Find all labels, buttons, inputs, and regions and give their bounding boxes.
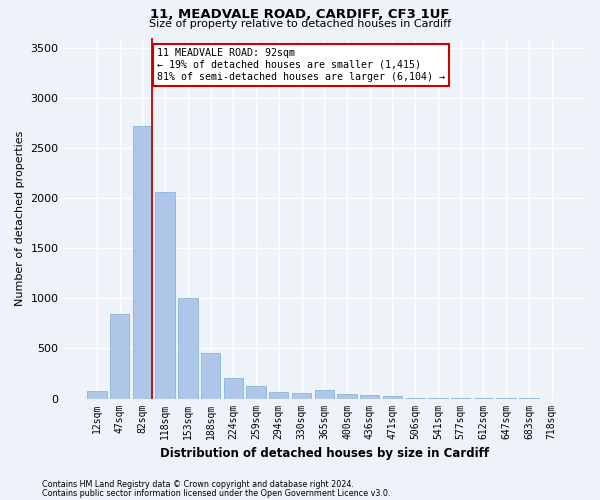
Text: 11, MEADVALE ROAD, CARDIFF, CF3 1UF: 11, MEADVALE ROAD, CARDIFF, CF3 1UF	[150, 8, 450, 20]
Bar	[178, 298, 197, 398]
Text: 11 MEADVALE ROAD: 92sqm
← 19% of detached houses are smaller (1,415)
81% of semi: 11 MEADVALE ROAD: 92sqm ← 19% of detache…	[157, 48, 445, 82]
Text: Contains public sector information licensed under the Open Government Licence v3: Contains public sector information licen…	[42, 488, 391, 498]
Bar	[155, 192, 175, 398]
Bar	[87, 391, 107, 398]
Bar	[337, 394, 356, 398]
Text: Size of property relative to detached houses in Cardiff: Size of property relative to detached ho…	[149, 19, 451, 29]
X-axis label: Distribution of detached houses by size in Cardiff: Distribution of detached houses by size …	[160, 447, 489, 460]
Bar	[224, 378, 243, 398]
Bar	[269, 392, 289, 398]
Bar	[314, 390, 334, 398]
Text: Contains HM Land Registry data © Crown copyright and database right 2024.: Contains HM Land Registry data © Crown c…	[42, 480, 354, 489]
Bar	[133, 126, 152, 398]
Bar	[292, 393, 311, 398]
Bar	[360, 395, 379, 398]
Bar	[201, 354, 220, 399]
Y-axis label: Number of detached properties: Number of detached properties	[15, 130, 25, 306]
Bar	[383, 396, 402, 398]
Bar	[247, 386, 266, 398]
Bar	[110, 314, 130, 398]
